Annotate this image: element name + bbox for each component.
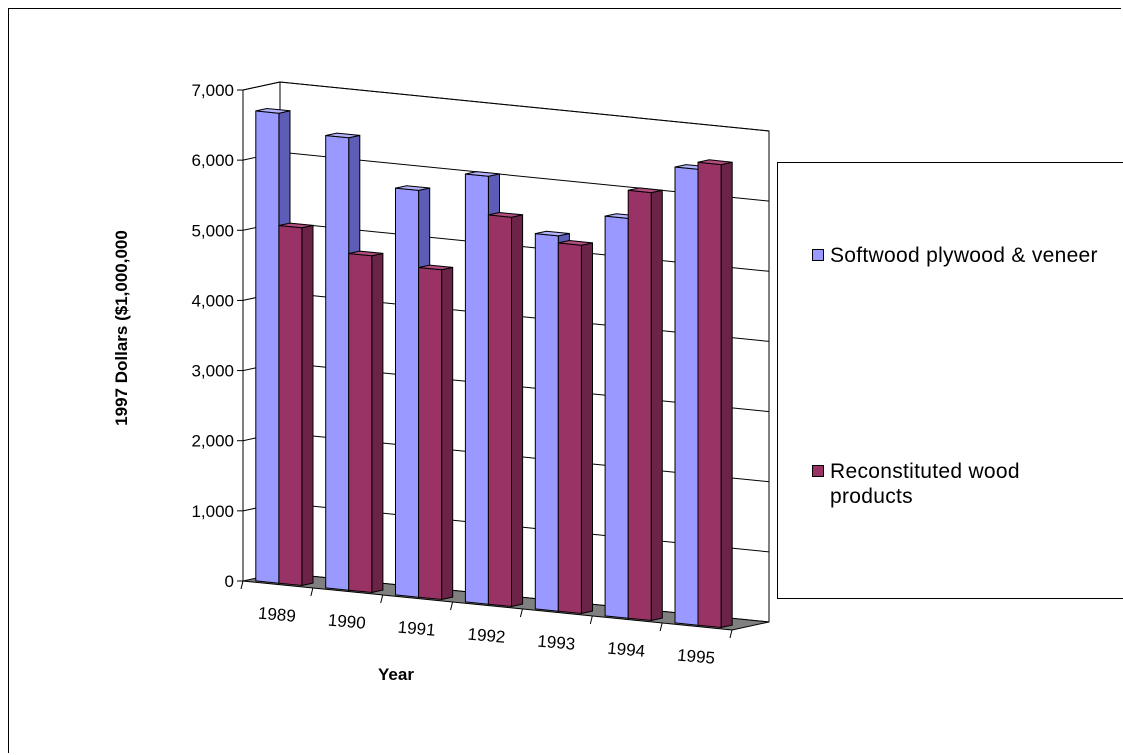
bar-reconstituted-1995 <box>697 159 733 629</box>
x-axis-ticks: 1989 1990 1991 1992 1993 1994 1995 <box>240 580 733 668</box>
y-tick-label: 4,000 <box>191 291 234 310</box>
legend-label-softwood: Softwood plywood & veneer <box>830 244 1098 267</box>
x-tick-label: 1991 <box>397 618 436 640</box>
x-axis-label: Year <box>378 665 414 684</box>
bar-reconstituted-1993 <box>557 239 593 615</box>
y-tick-label: 1,000 <box>191 502 234 521</box>
x-tick-label: 1989 <box>257 604 296 626</box>
legend-swatch-reconstituted <box>812 465 824 477</box>
y-tick-label: 5,000 <box>191 221 234 240</box>
x-tick-label: 1990 <box>327 611 366 633</box>
y-axis-ticks: 0 1,000 2,000 3,000 4,000 5,000 6,000 7,000 <box>191 81 243 591</box>
y-tick-label: 7,000 <box>191 81 234 100</box>
legend-swatch-softwood <box>812 249 824 261</box>
x-tick-label: 1993 <box>537 632 576 654</box>
legend-label-reconstituted: Reconstituted wood products <box>830 460 1020 508</box>
x-tick-label: 1995 <box>676 646 715 668</box>
bar-reconstituted-1994 <box>627 187 663 622</box>
legend: Softwood plywood & veneer Reconstituted … <box>777 162 1123 599</box>
y-tick-label: 3,000 <box>191 362 234 381</box>
x-tick-label: 1994 <box>607 639 646 661</box>
y-tick-label: 0 <box>225 572 234 591</box>
bar-reconstituted-1990 <box>348 250 384 594</box>
bar-reconstituted-1991 <box>418 264 454 601</box>
bar-reconstituted-1989 <box>278 222 314 587</box>
y-tick-label: 6,000 <box>191 151 234 170</box>
y-axis-label: 1997 Dollars ($1,000,000 <box>112 230 131 426</box>
x-tick-label: 1992 <box>467 625 506 647</box>
legend-item-reconstituted: Reconstituted wood products <box>812 459 1100 509</box>
chart-frame <box>8 8 1121 753</box>
legend-item-softwood: Softwood plywood & veneer <box>812 243 1100 268</box>
y-tick-label: 2,000 <box>191 432 234 451</box>
bar-reconstituted-1992 <box>487 211 524 608</box>
bars <box>255 107 733 629</box>
